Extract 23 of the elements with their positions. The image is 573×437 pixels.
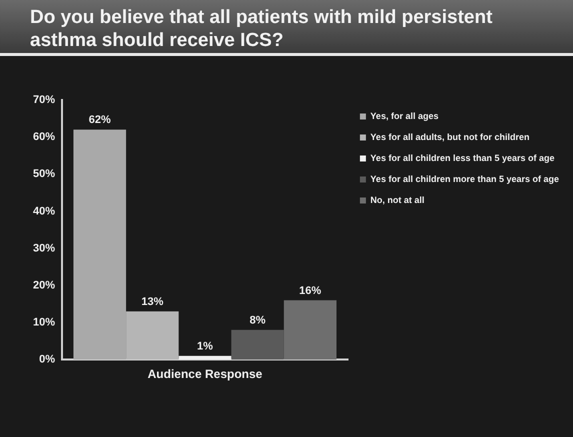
legend-label: Yes for all children less than 5 years of age xyxy=(370,152,555,163)
y-tick-label: 30% xyxy=(32,242,56,254)
text: 8% xyxy=(250,314,266,326)
y-tick-label: 0% xyxy=(39,354,56,366)
text: 1% xyxy=(197,340,213,352)
chart-title: Do you believe that all patients with mild persistent asthma should receive ICS? xyxy=(0,0,573,56)
bar xyxy=(231,330,284,360)
legend-label: Yes for all children more than 5 years of age xyxy=(370,174,560,184)
legend-label: Yes for all adults, but not for children xyxy=(370,132,530,142)
bar xyxy=(284,300,336,360)
text: 13% xyxy=(141,296,164,308)
y-tick-label: 50% xyxy=(32,168,56,180)
bar xyxy=(178,356,232,360)
legend-label: No, not at all xyxy=(370,194,424,205)
legend-label: Yes, for all ages xyxy=(370,110,438,121)
y-tick-label: 40% xyxy=(32,205,56,218)
text: 16% xyxy=(299,284,322,297)
y-tick-label: 70% xyxy=(32,94,56,106)
x-tick-label: Audience Response xyxy=(148,367,263,382)
y-tick-label: 20% xyxy=(32,279,56,292)
text: 62% xyxy=(88,114,111,126)
y-tick-label: 10% xyxy=(32,316,56,329)
y-tick-label: 60% xyxy=(32,131,56,144)
